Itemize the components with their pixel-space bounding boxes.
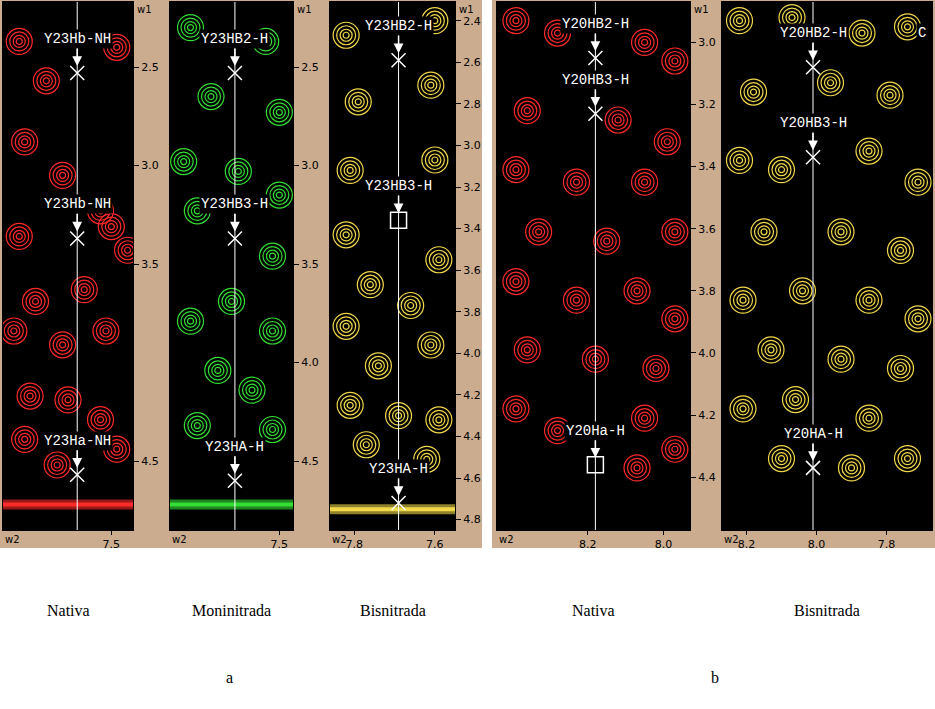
svg-text:3.8: 3.8 bbox=[698, 285, 716, 298]
svg-text:w1: w1 bbox=[459, 4, 474, 15]
svg-text:4.0: 4.0 bbox=[463, 347, 481, 360]
svg-text:3.8: 3.8 bbox=[463, 306, 481, 319]
svg-text:2.5: 2.5 bbox=[301, 61, 319, 74]
svg-text:Y23HB3-H: Y23HB3-H bbox=[365, 178, 432, 194]
svg-text:Moninitrada: Moninitrada bbox=[192, 602, 271, 619]
svg-text:4.0: 4.0 bbox=[301, 356, 319, 369]
svg-text:Y23Ha-NH: Y23Ha-NH bbox=[44, 433, 111, 449]
svg-text:a: a bbox=[226, 669, 233, 686]
svg-text:7.6: 7.6 bbox=[426, 538, 444, 551]
svg-text:4.2: 4.2 bbox=[463, 389, 481, 402]
svg-text:7.5: 7.5 bbox=[271, 538, 289, 551]
svg-text:8.2: 8.2 bbox=[738, 538, 756, 551]
svg-text:Y20HB3-H: Y20HB3-H bbox=[562, 72, 629, 88]
svg-text:b: b bbox=[711, 669, 719, 686]
svg-text:7.8: 7.8 bbox=[878, 538, 896, 551]
svg-text:w1: w1 bbox=[297, 4, 312, 15]
svg-text:3.2: 3.2 bbox=[698, 98, 716, 111]
svg-text:4.0: 4.0 bbox=[698, 347, 716, 360]
svg-text:4.4: 4.4 bbox=[698, 471, 716, 484]
svg-text:3.2: 3.2 bbox=[463, 181, 481, 194]
svg-text:Nativa: Nativa bbox=[47, 602, 90, 619]
svg-text:4.8: 4.8 bbox=[463, 513, 481, 526]
svg-text:2.6: 2.6 bbox=[463, 56, 481, 69]
svg-text:4.2: 4.2 bbox=[698, 409, 716, 422]
svg-text:2.4: 2.4 bbox=[463, 15, 481, 28]
svg-text:7.8: 7.8 bbox=[345, 538, 363, 551]
svg-text:8.0: 8.0 bbox=[655, 538, 673, 551]
svg-text:Y23HB2-H: Y23HB2-H bbox=[365, 18, 432, 34]
svg-text:Y20Ha-H: Y20Ha-H bbox=[566, 423, 625, 439]
svg-text:C: C bbox=[918, 25, 926, 41]
svg-text:w2: w2 bbox=[499, 534, 514, 545]
svg-text:w2: w2 bbox=[5, 534, 20, 545]
svg-text:3.5: 3.5 bbox=[141, 258, 159, 271]
svg-text:w2: w2 bbox=[332, 534, 347, 545]
svg-text:Bisnitrada: Bisnitrada bbox=[360, 602, 426, 619]
svg-text:w2: w2 bbox=[724, 534, 739, 545]
svg-text:Y23HA-H: Y23HA-H bbox=[205, 439, 264, 455]
svg-text:Y23HA-H: Y23HA-H bbox=[369, 461, 428, 477]
svg-text:Y23HB3-H: Y23HB3-H bbox=[201, 196, 268, 212]
svg-text:Y23HB2-H: Y23HB2-H bbox=[201, 31, 268, 47]
svg-text:3.6: 3.6 bbox=[698, 223, 716, 236]
svg-text:w1: w1 bbox=[694, 4, 709, 15]
svg-text:Y20HA-H: Y20HA-H bbox=[784, 426, 843, 442]
svg-text:Y20HB2-H: Y20HB2-H bbox=[780, 25, 847, 41]
svg-text:3.5: 3.5 bbox=[301, 258, 319, 271]
svg-text:Bisnitrada: Bisnitrada bbox=[794, 602, 860, 619]
svg-text:2.5: 2.5 bbox=[141, 61, 159, 74]
svg-text:Nativa: Nativa bbox=[572, 602, 615, 619]
svg-text:4.5: 4.5 bbox=[141, 455, 159, 468]
svg-text:Y20HB2-H: Y20HB2-H bbox=[562, 16, 629, 32]
svg-text:3.0: 3.0 bbox=[463, 139, 481, 152]
svg-text:4.4: 4.4 bbox=[463, 430, 481, 443]
svg-text:8.2: 8.2 bbox=[579, 538, 597, 551]
svg-text:3.4: 3.4 bbox=[463, 222, 481, 235]
svg-text:Y23Hb-NH: Y23Hb-NH bbox=[44, 31, 111, 47]
svg-text:8.0: 8.0 bbox=[808, 538, 826, 551]
svg-text:w1: w1 bbox=[137, 4, 152, 15]
svg-text:3.0: 3.0 bbox=[698, 36, 716, 49]
svg-text:Y20HB3-H: Y20HB3-H bbox=[780, 115, 847, 131]
svg-text:3.0: 3.0 bbox=[141, 159, 159, 172]
svg-text:7.5: 7.5 bbox=[103, 538, 121, 551]
svg-text:4.6: 4.6 bbox=[463, 472, 481, 485]
svg-text:3.4: 3.4 bbox=[698, 160, 716, 173]
svg-text:3.0: 3.0 bbox=[301, 159, 319, 172]
svg-text:Y23Hb-NH: Y23Hb-NH bbox=[44, 196, 111, 212]
svg-text:2.8: 2.8 bbox=[463, 98, 481, 111]
svg-text:4.5: 4.5 bbox=[301, 455, 319, 468]
svg-text:3.6: 3.6 bbox=[463, 264, 481, 277]
svg-text:w2: w2 bbox=[172, 534, 187, 545]
